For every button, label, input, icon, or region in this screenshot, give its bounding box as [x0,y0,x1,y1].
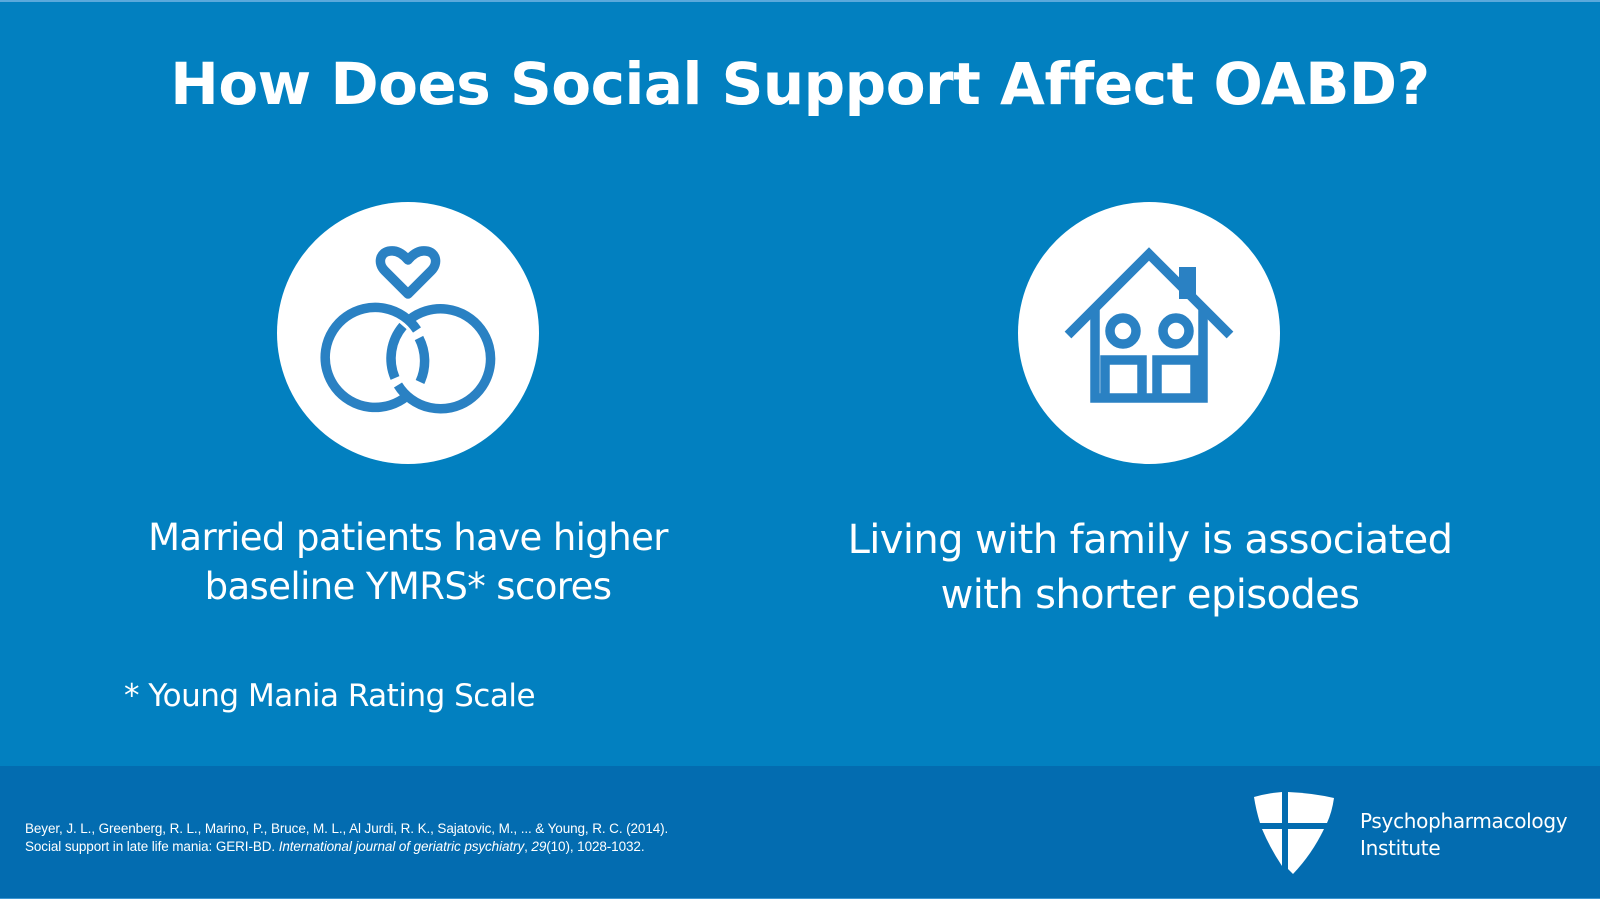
caption-living-with-family: Living with family is associated with sh… [800,513,1500,623]
citation-sep: , [524,839,532,854]
slide-main [0,2,1600,766]
citation-volume: 29 [531,839,547,854]
citation-journal: International journal of geriatric psych… [278,839,525,854]
caption-line: Married patients have higher [148,516,668,559]
logo-line-1: Psychopharmacology [1360,809,1568,833]
ymrs-footnote: * Young Mania Rating Scale [124,678,536,714]
logo-line-2: Institute [1360,836,1441,860]
shield-cross-icon [1254,792,1334,874]
slide-title: How Does Social Support Affect OABD? [170,50,1430,118]
caption-line: baseline YMRS* scores [204,565,612,608]
rings-icon-circle [277,202,539,464]
reference-citation: Beyer, J. L., Greenberg, R. L., Marino, … [25,820,668,856]
top-border [0,0,1600,2]
footer-bar [0,766,1600,898]
caption-married-patients: Married patients have higher baseline YM… [88,513,728,611]
logo-wordmark: Psychopharmacology Institute [1360,808,1568,862]
caption-line: with shorter episodes [940,572,1360,618]
wedding-rings-heart-icon [320,246,496,414]
citation-line-2: Social support in late life mania: GERI-… [25,838,668,856]
psychopharmacology-institute-logo: Psychopharmacology Institute [1250,790,1590,880]
citation-line-1: Beyer, J. L., Greenberg, R. L., Marino, … [25,821,669,836]
caption-line: Living with family is associated [847,517,1453,563]
citation-title: Social support in late life mania: GERI-… [25,839,279,854]
citation-issue-pages: (10), 1028-1032. [546,839,645,854]
family-house-icon [1064,247,1234,403]
house-icon-circle [1018,202,1280,464]
